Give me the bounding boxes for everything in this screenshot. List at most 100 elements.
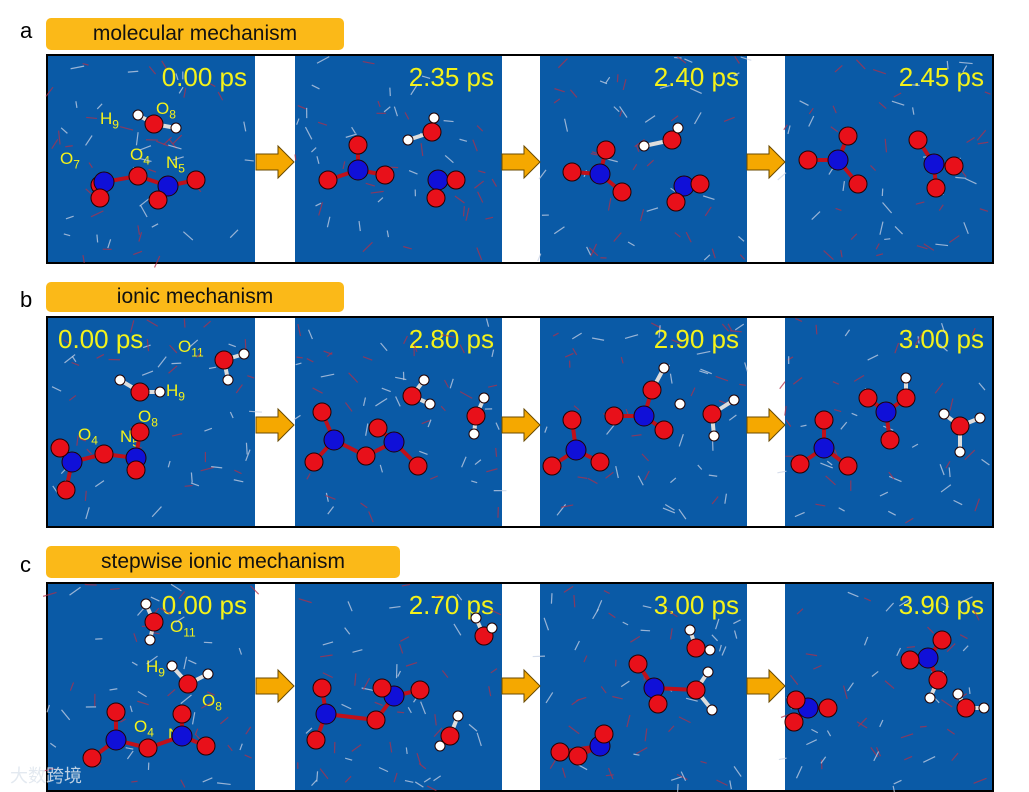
water-stick [574,640,580,651]
water-stick [916,245,928,250]
water-stick [441,334,455,338]
water-stick [298,598,312,604]
water-stick [362,60,375,65]
water-stick [973,777,987,784]
water-stick [715,618,720,630]
water-stick [650,322,662,329]
hydrogen-atom [140,598,152,610]
water-stick [389,605,401,609]
water-stick [75,101,78,108]
hydrogen-atom [418,374,430,386]
frame-c: 0.00 ps 2.70 ps 3.00 ps 3.90 ps O11 H9 O… [46,582,994,792]
water-stick [137,225,141,235]
atom-label-o11: O11 [178,337,204,360]
water-stick [249,410,262,413]
water-stick [740,56,752,61]
water-stick [489,609,502,616]
hydrogen-atom [706,704,718,716]
nitrogen-atom [315,703,337,725]
water-stick [150,596,160,602]
oxygen-atom [798,150,818,170]
water-stick [825,475,836,486]
frame-a: 0.00 ps 2.35 ps 2.40 ps 2.45 ps H9 O8 O7… [46,54,994,264]
water-stick [125,747,134,750]
water-stick [139,197,151,207]
water-stick [927,626,935,634]
oxygen-atom [186,170,206,190]
panel-title-a: molecular mechanism [46,18,344,50]
water-stick [700,368,712,375]
water-stick [561,767,567,778]
water-stick [588,247,599,257]
water-stick [383,106,391,113]
water-stick [733,619,741,625]
water-stick [307,329,313,340]
atom-label-o7: O7 [60,149,80,172]
water-stick [461,456,467,468]
water-stick [855,59,866,70]
water-stick [785,419,792,427]
water-stick [204,427,213,432]
water-stick [549,759,557,770]
water-stick [941,322,946,334]
water-stick [169,344,178,354]
water-stick [471,480,478,484]
water-stick [840,421,848,430]
water-stick [319,768,329,780]
water-stick [153,255,161,268]
water-stick [405,747,408,754]
water-stick [126,750,134,760]
atom-label-o11: O11 [170,617,196,640]
water-stick [322,672,333,679]
oxygen-atom [784,712,804,732]
water-stick [711,248,716,259]
oxygen-atom [550,742,570,762]
panel-letter-c: c [20,552,31,577]
water-stick [206,691,215,696]
hydrogen-atom [428,112,440,124]
oxygen-atom [106,702,126,722]
water-stick [420,701,427,715]
hydrogen-atom [166,660,178,672]
panel-title-c: stepwise ionic mechanism [46,546,400,578]
water-stick [633,753,640,756]
water-stick [778,757,787,761]
hydrogen-atom [728,394,740,406]
water-stick [940,484,952,493]
water-stick [397,670,402,677]
water-stick [148,168,157,173]
water-stick [140,204,148,218]
water-stick [625,408,629,416]
water-stick [58,130,61,145]
water-stick [729,330,742,333]
water-stick [183,318,186,328]
water-stick [592,608,599,620]
water-stick [733,72,740,77]
nitrogen-atom [383,431,405,453]
water-stick [953,499,963,506]
water-stick [146,655,158,665]
water-stick [644,115,656,123]
water-stick [474,459,482,465]
hydrogen-atom [434,740,446,752]
water-stick [374,701,383,706]
water-stick [637,475,644,486]
nitrogen-atom [923,153,945,175]
water-stick [550,593,553,604]
nitrogen-atom [61,451,83,473]
water-stick [941,602,950,608]
water-stick [180,779,186,788]
water-stick [739,383,746,386]
water-stick [379,464,384,473]
water-stick [65,215,74,220]
water-stick [620,356,624,364]
water-stick [888,471,895,480]
water-stick [545,692,554,704]
nitrogen-atom [633,405,655,427]
water-stick [568,725,580,735]
water-stick [146,338,150,352]
water-stick [325,492,329,502]
water-stick [571,698,580,706]
oxygen-atom [366,710,386,730]
water-stick [721,323,730,332]
